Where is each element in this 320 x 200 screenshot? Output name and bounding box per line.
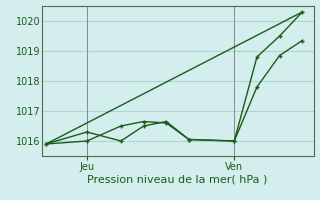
X-axis label: Pression niveau de la mer( hPa ): Pression niveau de la mer( hPa ) bbox=[87, 174, 268, 184]
